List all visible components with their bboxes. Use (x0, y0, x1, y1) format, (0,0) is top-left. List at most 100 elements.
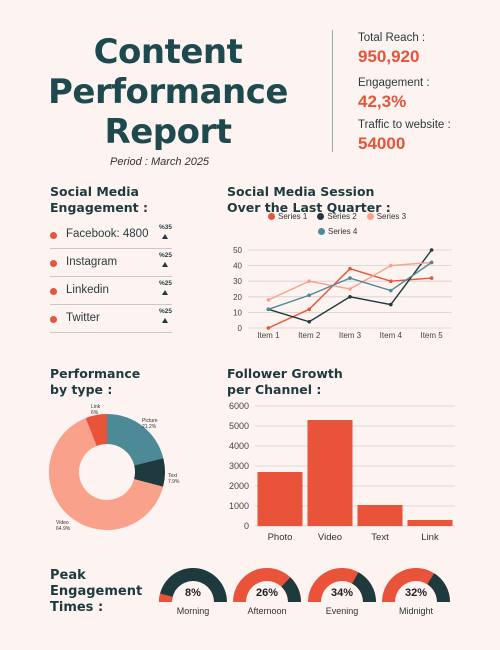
legend-marker-icon (366, 213, 374, 220)
gauge-percent: 32% (404, 587, 428, 599)
line-x-tick: Item 3 (339, 331, 362, 340)
line-point (307, 279, 311, 283)
gauge-morning: 8% Morning (158, 566, 228, 622)
line-point (307, 307, 311, 312)
engagement-row: Facebook: 4800 %35 (50, 224, 172, 249)
line-chart-title-line-1: Social Media Session (227, 184, 375, 199)
gauge-arc (233, 568, 301, 602)
line-x-tick: Item 1 (257, 331, 280, 340)
line-point (348, 287, 352, 291)
line-series-2 (268, 249, 433, 323)
gauge-value (352, 572, 376, 602)
title-line-3: Report (104, 112, 232, 152)
line-y-tick: 30 (233, 277, 242, 286)
line-point (348, 295, 352, 299)
line-point (348, 266, 352, 271)
pie-slice-percent: 6% (91, 410, 99, 416)
engagement-dot (50, 232, 57, 239)
line-legend-label: Series 1 (278, 212, 308, 221)
line-legend-item: Series 2 (317, 212, 357, 221)
pie-slice-video (49, 418, 164, 530)
legend-marker-icon (268, 213, 275, 220)
pie-slice-picture (107, 414, 164, 466)
line-point (266, 307, 271, 312)
line-legend-item: Series 4 (318, 227, 357, 236)
engagement-row: Linkedin %25 (50, 280, 172, 305)
bar-photo (257, 472, 303, 526)
engagement-row: Instagram %25 (50, 252, 172, 277)
pie-chart-title-line-1: Performance (50, 366, 141, 381)
gauge-label: Evening (325, 606, 359, 616)
header-divider (332, 30, 333, 152)
line-point (389, 302, 393, 307)
peak-times-title-line-3: Times : (50, 600, 104, 615)
pie-slice-percent: 64.9% (56, 526, 71, 532)
peak-times-title-line-1: Peak (50, 568, 86, 583)
line-y-tick: 40 (233, 262, 242, 271)
gauge-percent: 8% (185, 587, 201, 599)
stat-traffic-label: Traffic to website : (358, 119, 451, 131)
pie-chart-title-line-2: by type : (50, 382, 113, 397)
line-legend-label: Series 4 (328, 227, 358, 236)
gauge-evening: 34% Evening (307, 566, 377, 622)
peak-times-title-line-2: Engagement (50, 584, 143, 599)
line-point (389, 288, 393, 293)
line-chart-legend: Series 1 Series 2 Series 3 Series 4 (268, 212, 438, 236)
bar-text (357, 505, 403, 526)
line-point (429, 260, 434, 265)
engagement-label: Instagram (66, 256, 118, 268)
line-legend-item: Series 1 (268, 212, 307, 221)
gauge-track (233, 568, 301, 602)
trend-up-icon (162, 290, 169, 295)
line-y-tick: 0 (238, 324, 243, 333)
gauge-arc (382, 568, 450, 602)
gauge-label: Afternoon (247, 606, 287, 616)
line-point (307, 293, 311, 298)
line-chart-title: Social Media Session Over the Last Quart… (227, 184, 391, 216)
gauge-value (427, 573, 450, 602)
bar-video (307, 420, 353, 526)
bar-link (407, 520, 453, 526)
line-x-tick: Item 5 (420, 331, 443, 340)
stat-engagement-label: Engagement : (358, 77, 430, 89)
gauge-percent: 26% (255, 587, 279, 599)
gauge-afternoon: 26% Afternoon (232, 566, 302, 622)
engagement-label: Linkedin (66, 284, 109, 296)
engagement-dot (50, 260, 57, 267)
bar-x-tick: Link (421, 532, 439, 543)
engagement-dot (50, 316, 57, 323)
line-chart: 0 10 20 30 40 50 Item 1 Item 2 Item 3 Item 4 Item … (233, 246, 452, 340)
bar-y-tick: 4000 (229, 441, 249, 451)
gauge-percent: 34% (330, 587, 354, 599)
line-point (266, 298, 271, 302)
gauge-label: Morning (176, 606, 210, 616)
stat-traffic-value: 54000 (358, 134, 406, 153)
engagement-dot (50, 288, 57, 295)
bar-y-tick: 6000 (229, 401, 249, 411)
engagement-percent-text: %35 (158, 224, 172, 231)
line-point (348, 276, 352, 280)
bar-y-tick: 2000 (229, 481, 249, 491)
bar-chart-title: Follower Growth per Channel : (227, 366, 343, 398)
engagement-title: Social Media Engagement : (50, 184, 148, 216)
report-period: Period : March 2025 (110, 156, 210, 168)
engagement-percent-text: %25 (158, 252, 172, 259)
engagement-percent-text: %25 (158, 280, 172, 287)
peak-times-title: Peak Engagement Times : (50, 568, 142, 616)
engagement-percent: %35 (159, 224, 172, 239)
gauge-arc (159, 568, 227, 602)
trend-up-icon (162, 262, 169, 267)
engagement-percent: %25 (159, 308, 172, 323)
line-chart-title-line-2: Over the Last Quarter : (227, 200, 391, 215)
trend-up-icon (162, 318, 169, 323)
engagement-row: Twitter %25 (50, 308, 172, 333)
pie-slice-label: Link (91, 404, 101, 410)
gauge-label: Midnight (398, 606, 434, 616)
bar-y-tick: 1000 (229, 501, 249, 511)
pie-slice-label: Text (168, 473, 178, 479)
pie-slice-label: Picture (142, 418, 158, 424)
engagement-label: Facebook: 4800 (66, 228, 149, 240)
legend-marker-icon (317, 213, 325, 220)
bar-chart: 0 1000 2000 3000 4000 5000 6000 Photo Video Text L… (229, 401, 455, 543)
report-title: Content Performance Report (28, 32, 308, 152)
